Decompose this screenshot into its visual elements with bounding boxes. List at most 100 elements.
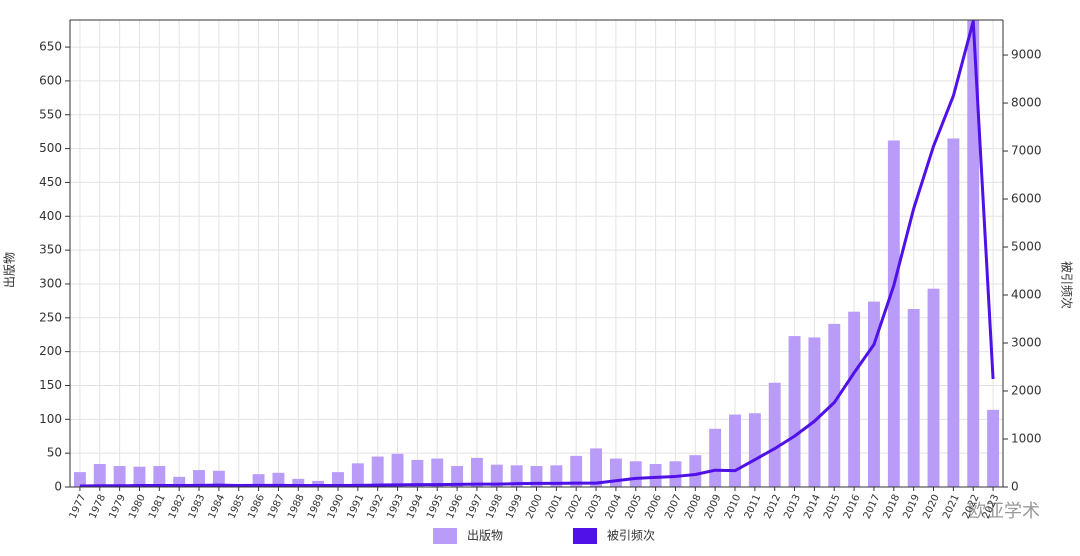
bar — [570, 455, 583, 487]
x-tick-label: 2015 — [822, 493, 843, 521]
x-tick-label: 1995 — [425, 493, 446, 521]
line — [79, 19, 995, 488]
y-tick-label: 100 — [39, 412, 62, 426]
x-tick-label: 1992 — [365, 493, 386, 521]
bar — [193, 470, 205, 487]
x-tick-label: 1979 — [107, 493, 128, 521]
bar — [828, 323, 841, 487]
x-tick-label: 2007 — [663, 493, 684, 521]
bar — [729, 414, 741, 487]
x-tick-label: 2018 — [882, 493, 903, 521]
bar — [490, 464, 503, 487]
bar — [93, 463, 106, 487]
bar — [550, 465, 563, 487]
bar — [371, 456, 384, 487]
x-tick-label: 2004 — [604, 493, 625, 521]
bar — [411, 459, 424, 487]
x-tick-label: 1983 — [187, 493, 208, 521]
x-tick-label: 1988 — [286, 493, 307, 521]
bar — [351, 463, 364, 487]
bar — [887, 140, 900, 487]
x-tick-label: 2002 — [564, 493, 585, 521]
y2-axis-label: 被引频次 — [1060, 261, 1074, 309]
x-tick-label: 1993 — [385, 493, 406, 521]
legend-swatch — [433, 528, 457, 544]
y-tick-label: 300 — [39, 276, 62, 290]
x-tick-label: 1982 — [167, 493, 188, 521]
bar — [629, 461, 642, 487]
x-tick-label: 2001 — [544, 493, 565, 521]
x-tick-label: 1987 — [266, 493, 287, 521]
x-tick-label: 2003 — [584, 493, 605, 521]
x-tick-label: 1978 — [87, 493, 108, 521]
y2-tick-label: 6000 — [1011, 192, 1042, 206]
bar — [987, 409, 1000, 487]
bar — [709, 428, 722, 487]
bar — [212, 470, 225, 487]
bar — [649, 463, 662, 487]
x-tick-label: 2013 — [782, 493, 803, 521]
legend-swatch — [573, 528, 597, 544]
y-axis-label: 出版物 — [3, 252, 17, 288]
y-tick-label: 350 — [39, 243, 62, 257]
bar — [868, 301, 880, 487]
bar — [332, 472, 344, 487]
bar — [689, 455, 702, 487]
x-tick-label: 1984 — [207, 493, 228, 521]
legend-label: 出版物 — [467, 529, 503, 543]
bar — [292, 478, 305, 487]
bar — [590, 448, 603, 487]
bar — [907, 308, 920, 487]
x-tick-label: 1996 — [445, 493, 466, 521]
bar — [927, 288, 940, 487]
y-tick-label: 500 — [39, 141, 62, 155]
bar — [391, 453, 404, 487]
x-tick-label: 2010 — [723, 493, 744, 521]
x-tick-label: 2008 — [683, 493, 704, 521]
bar — [73, 472, 86, 487]
y-tick-label: 50 — [47, 446, 62, 460]
x-tick-label: 1985 — [226, 493, 247, 521]
y-tick-label: 600 — [39, 73, 62, 87]
bar — [848, 311, 861, 487]
bar — [312, 480, 325, 487]
x-tick-label: 2020 — [921, 493, 942, 521]
bar — [967, 20, 980, 487]
x-tick-label: 2016 — [842, 493, 863, 521]
x-tick-label: 1986 — [246, 493, 267, 521]
y2-tick-label: 8000 — [1011, 96, 1042, 110]
x-tick-label: 1998 — [485, 493, 506, 521]
x-tick-label: 1991 — [346, 493, 367, 521]
bar — [788, 336, 801, 487]
bar — [808, 337, 821, 487]
y-tick-label: 400 — [39, 209, 62, 223]
y-tick-label: 650 — [39, 40, 62, 54]
x-tick-label: 1981 — [147, 493, 168, 521]
y-tick-label: 150 — [39, 378, 62, 392]
x-tick-label: 2017 — [862, 493, 883, 521]
bar — [748, 413, 761, 487]
y-tick-label: 550 — [39, 107, 62, 121]
x-tick-label: 1977 — [68, 493, 89, 521]
y2-tick-label: 2000 — [1011, 384, 1042, 398]
x-tick-label: 1989 — [306, 493, 327, 521]
y2-tick-label: 1000 — [1011, 432, 1042, 446]
bar — [252, 474, 265, 487]
bar — [272, 472, 285, 487]
x-tick-label: 2006 — [643, 493, 664, 521]
x-tick-label: 2014 — [802, 493, 823, 521]
bar — [153, 466, 166, 487]
bar — [113, 466, 126, 487]
y2-tick-label: 9000 — [1011, 48, 1042, 62]
bar — [431, 458, 444, 487]
y-tick-label: 450 — [39, 175, 62, 189]
bar — [510, 465, 523, 487]
bar — [470, 457, 483, 487]
y2-tick-label: 0 — [1011, 480, 1019, 494]
bar — [669, 461, 682, 487]
y-tick-label: 250 — [39, 310, 62, 324]
x-tick-label: 2000 — [524, 493, 545, 521]
y2-tick-label: 3000 — [1011, 336, 1042, 350]
bar — [768, 382, 781, 487]
